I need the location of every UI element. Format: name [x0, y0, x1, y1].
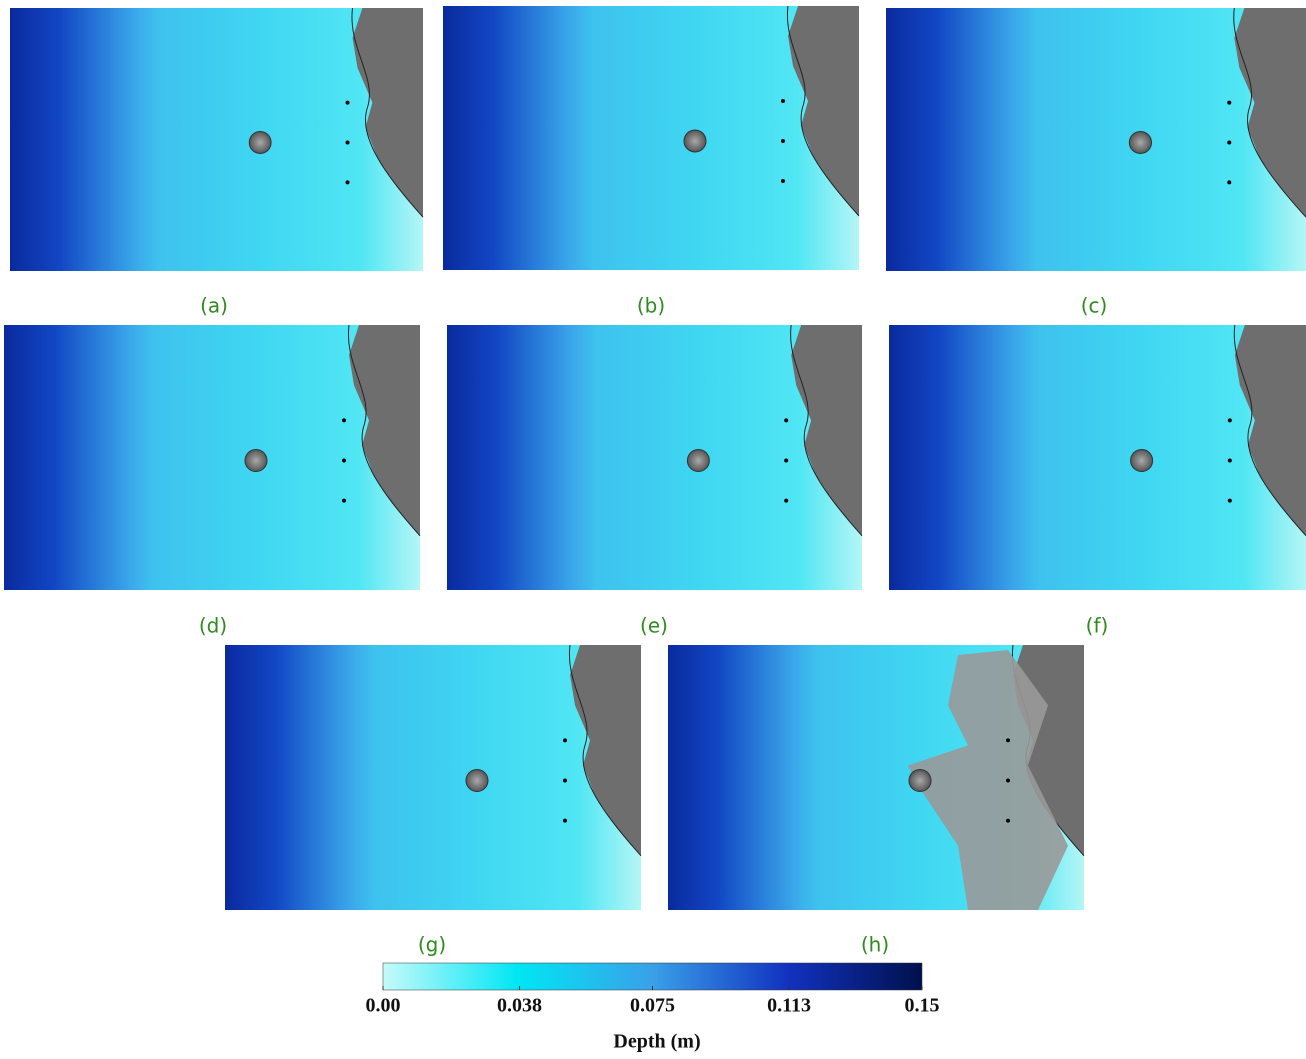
- colorbar: [383, 963, 922, 990]
- gauge: [781, 139, 785, 143]
- gauge: [784, 499, 788, 503]
- figure: (a) (b) (c) (d) (e) (f) (g) (h) 0.00 0.038 0.075 0.…: [0, 0, 1306, 1059]
- gauge: [781, 99, 785, 103]
- gauge: [1006, 738, 1010, 742]
- gauge: [1228, 499, 1232, 503]
- gauge: [1228, 459, 1232, 463]
- obstacle: [909, 769, 931, 791]
- panel-label: (e): [640, 614, 668, 638]
- obstacle: [466, 769, 488, 791]
- colorbar-tick-label: 0.075: [630, 995, 675, 1017]
- colorbar-tick-label: 0.15: [905, 995, 940, 1017]
- gauge: [563, 819, 567, 823]
- gauge: [781, 179, 785, 183]
- colorbar-tick-label: 0.00: [366, 995, 401, 1017]
- obstacle: [245, 449, 267, 471]
- gauge: [1006, 779, 1010, 783]
- panel: [443, 6, 859, 270]
- gauge: [346, 180, 350, 184]
- colorbar-tick-label: 0.113: [767, 995, 811, 1017]
- panel: [447, 325, 862, 590]
- obstacle: [687, 449, 709, 471]
- gauge: [784, 459, 788, 463]
- panel: [889, 325, 1306, 590]
- gauge: [342, 459, 346, 463]
- panel-label: (f): [1086, 614, 1109, 638]
- gauge: [1006, 819, 1010, 823]
- panel: [4, 325, 420, 590]
- obstacle: [249, 132, 271, 154]
- panel-label: (a): [200, 294, 228, 318]
- gauge: [784, 418, 788, 422]
- panel-label: (d): [199, 614, 227, 638]
- panel: [668, 645, 1084, 910]
- obstacle: [684, 130, 706, 152]
- gauge: [1227, 180, 1231, 184]
- colorbar-title: Depth (m): [613, 1031, 700, 1053]
- obstacle: [1131, 449, 1153, 471]
- gauge: [342, 499, 346, 503]
- gauge: [563, 738, 567, 742]
- obstacle: [1129, 132, 1151, 154]
- gauge: [1227, 140, 1231, 144]
- gauge: [1228, 418, 1232, 422]
- gauge: [563, 779, 567, 783]
- panel-label: (c): [1081, 294, 1108, 318]
- panel-label: (g): [418, 933, 446, 957]
- panel: [886, 8, 1306, 271]
- colorbar-tick-label: 0.038: [497, 995, 542, 1017]
- panel: [10, 8, 423, 271]
- panel-label: (b): [637, 294, 665, 318]
- panel-label: (h): [861, 933, 889, 957]
- gauge: [342, 418, 346, 422]
- gauge: [346, 101, 350, 105]
- gauge: [1227, 101, 1231, 105]
- panel: [225, 645, 641, 910]
- gauge: [346, 140, 350, 144]
